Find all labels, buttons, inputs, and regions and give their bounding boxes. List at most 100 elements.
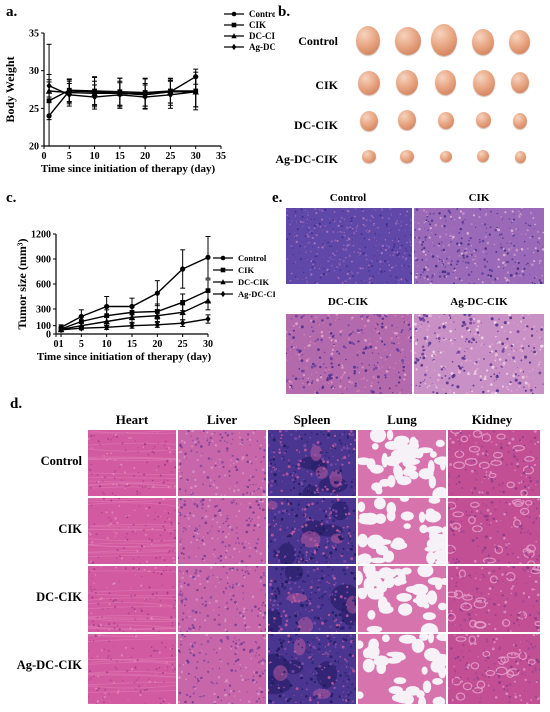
he-image-dc-cik bbox=[286, 314, 412, 394]
tissue-texture bbox=[88, 430, 176, 496]
x-tick-label: 0 bbox=[54, 339, 59, 350]
y-axis-label: Body Weight bbox=[3, 56, 17, 122]
he-image-control bbox=[286, 208, 412, 284]
legend-entry: DC-CIK bbox=[249, 31, 275, 41]
he-spleen-ag-dc-cik bbox=[268, 634, 356, 704]
legend-marker bbox=[220, 279, 226, 285]
he-lung-control bbox=[358, 430, 446, 496]
panel-label-d: d. bbox=[10, 396, 23, 412]
tumor-specimen bbox=[511, 72, 529, 93]
x-tick-label: 15 bbox=[127, 339, 137, 350]
legend-entry: Ag-DC-CIK bbox=[238, 289, 275, 299]
tumor-row-label-dc-cik: DC-CIK bbox=[294, 118, 338, 132]
x-tick-label: 20 bbox=[152, 339, 162, 350]
tissue-texture bbox=[358, 430, 446, 496]
tumor-specimen bbox=[400, 150, 414, 163]
tissue-texture bbox=[268, 634, 356, 704]
tissue-texture bbox=[358, 566, 446, 632]
legend-marker bbox=[220, 290, 226, 298]
legend-marker bbox=[220, 255, 226, 261]
he-kidney-cik bbox=[448, 498, 540, 564]
tissue-texture bbox=[268, 430, 356, 496]
data-point bbox=[104, 323, 110, 331]
data-point bbox=[193, 88, 199, 96]
organ-row-label-dc-cik: DC-CIK bbox=[36, 590, 82, 604]
tumor-specimen bbox=[473, 70, 495, 96]
y-tick-label: 1200 bbox=[31, 230, 51, 241]
he-heart-dc-cik bbox=[88, 566, 176, 632]
he-liver-control bbox=[178, 430, 266, 496]
he-kidney-control bbox=[448, 430, 540, 496]
data-point bbox=[180, 266, 186, 272]
data-point bbox=[167, 91, 174, 99]
tumor-specimen bbox=[395, 27, 421, 55]
data-point bbox=[129, 322, 135, 330]
x-tick-label: 25 bbox=[165, 151, 175, 162]
tumor-specimen bbox=[509, 30, 530, 54]
data-point bbox=[128, 313, 136, 321]
organ-label-kidney: Kidney bbox=[471, 412, 513, 427]
y-axis-label: Tumor size (mm³) bbox=[15, 239, 29, 330]
panel-label-c: c. bbox=[6, 190, 17, 206]
data-point bbox=[58, 326, 64, 334]
y-tick-label: 20 bbox=[29, 142, 39, 153]
tissue-texture bbox=[414, 208, 544, 284]
data-point bbox=[142, 93, 148, 101]
legend-entry: CIK bbox=[249, 20, 266, 30]
organ-label-lung: Lung bbox=[387, 412, 417, 427]
data-point bbox=[180, 299, 186, 305]
he-kidney-dc-cik bbox=[448, 566, 540, 632]
tumor-specimen bbox=[356, 26, 380, 55]
tumor-specimen bbox=[362, 150, 376, 163]
panel-label-a: a. bbox=[6, 4, 18, 20]
he-label-dc-cik: DC-CIK bbox=[327, 296, 369, 308]
tumor-specimen bbox=[515, 151, 526, 163]
data-point bbox=[104, 313, 110, 319]
tumor-specimen bbox=[360, 111, 378, 131]
x-tick-label: 5 bbox=[67, 151, 72, 162]
tumor-specimen bbox=[476, 112, 491, 128]
data-point bbox=[154, 321, 160, 329]
organ-label-liver: Liver bbox=[206, 412, 238, 427]
x-tick-label: 20 bbox=[140, 151, 150, 162]
data-point bbox=[66, 91, 72, 99]
tumor-specimen bbox=[440, 151, 452, 162]
series-line bbox=[48, 76, 197, 117]
legend-entry: Ag-DC-CIK bbox=[249, 42, 275, 52]
he-kidney-ag-dc-cik bbox=[448, 634, 540, 704]
he-lung-ag-dc-cik bbox=[358, 634, 446, 704]
y-tick-label: 30 bbox=[29, 66, 39, 77]
tissue-texture bbox=[448, 566, 540, 632]
tumor-specimen bbox=[513, 113, 527, 129]
data-point bbox=[205, 315, 211, 323]
x-tick-label: 30 bbox=[191, 151, 201, 162]
data-point bbox=[179, 308, 186, 316]
organ-row-label-cik: CIK bbox=[58, 522, 82, 536]
he-spleen-cik bbox=[268, 498, 356, 564]
tumor-he-panel: Control CIK DC-CIK Ag-DC-CIK bbox=[284, 190, 544, 396]
tumor-specimen bbox=[472, 29, 494, 55]
tumor-specimen bbox=[431, 24, 457, 56]
data-point bbox=[205, 254, 211, 260]
y-tick-label: 600 bbox=[36, 280, 51, 291]
tumor-specimen bbox=[435, 70, 456, 95]
tissue-texture bbox=[414, 314, 544, 394]
legend-entry: CIK bbox=[238, 265, 254, 275]
legend-marker bbox=[231, 22, 237, 28]
x-tick-label: 30 bbox=[203, 339, 213, 350]
data-point bbox=[46, 82, 52, 90]
tissue-texture bbox=[358, 498, 446, 564]
y-tick-label: 0 bbox=[46, 330, 51, 341]
x-tick-label: 5 bbox=[79, 339, 84, 350]
tumor-specimen bbox=[358, 71, 380, 95]
he-label-ag-dc-cik: Ag-DC-CIK bbox=[450, 296, 508, 308]
he-lung-dc-cik bbox=[358, 566, 446, 632]
he-label-control: Control bbox=[329, 192, 367, 204]
tissue-texture bbox=[88, 498, 176, 564]
legend-entry: DC-CIK bbox=[238, 277, 270, 287]
y-tick-label: 900 bbox=[36, 255, 51, 266]
tissue-texture bbox=[178, 566, 266, 632]
legend-marker bbox=[220, 267, 226, 273]
